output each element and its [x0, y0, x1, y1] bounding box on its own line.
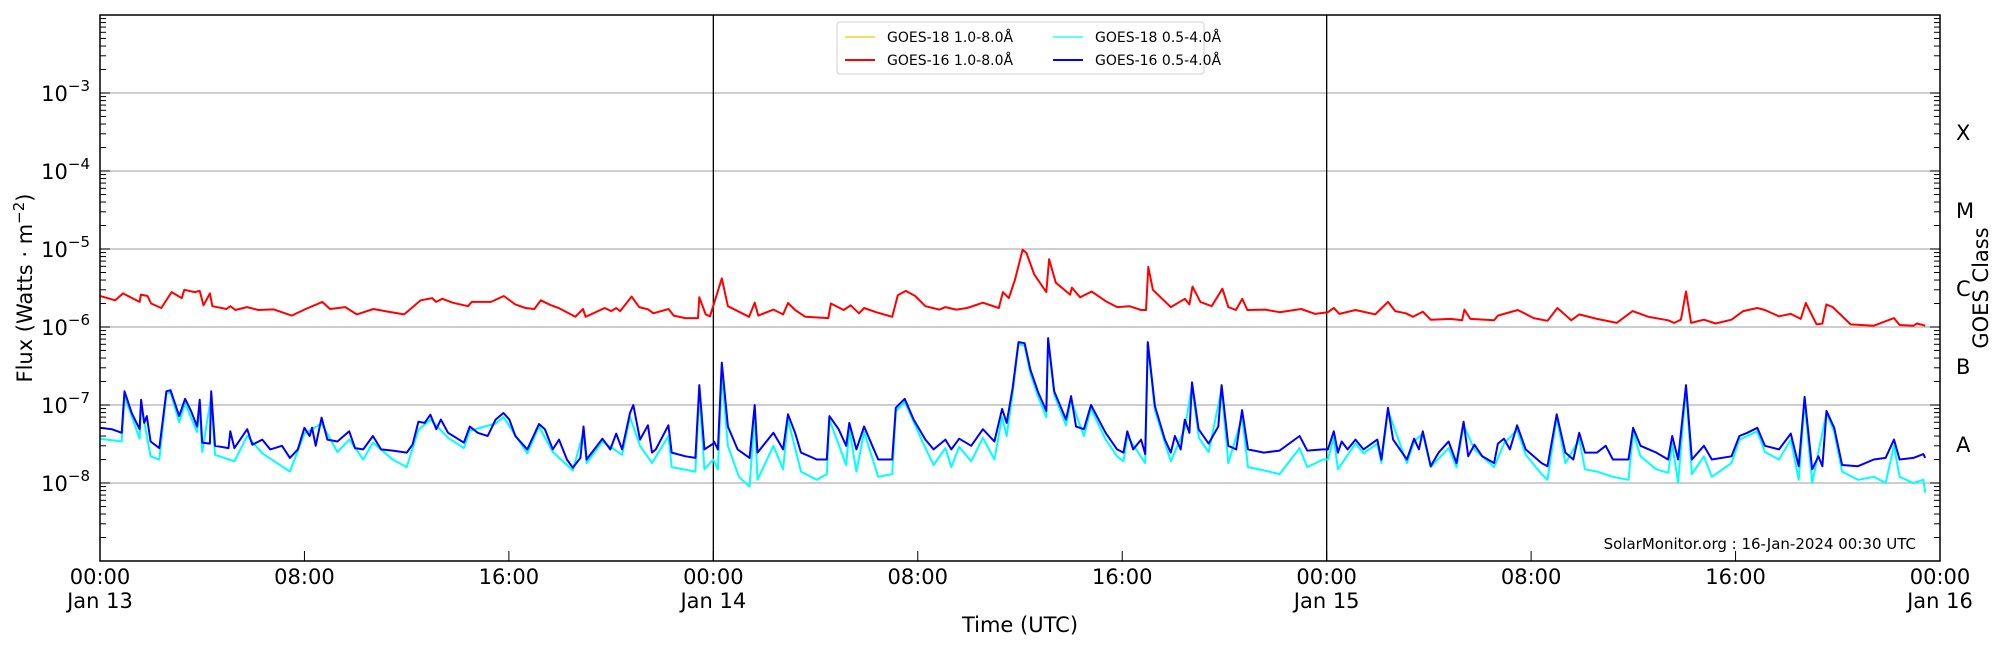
x-tick-time: 00:00 — [1910, 565, 1971, 589]
x-tick-time: 08:00 — [274, 565, 335, 589]
y-axis-label-close: ) — [13, 193, 37, 201]
y-tick-label: 10−3 — [41, 77, 90, 106]
y-tick-label: 10−8 — [41, 467, 90, 496]
x-tick-date: Jan 14 — [678, 589, 746, 613]
x-tick-time: 16:00 — [1092, 565, 1153, 589]
x-tick-time: 08:00 — [888, 565, 949, 589]
x-tick-time: 08:00 — [1501, 565, 1562, 589]
x-tick-date: Jan 15 — [1292, 589, 1360, 613]
y-tick-base: 10 — [41, 238, 68, 262]
y-tick-base: 10 — [41, 82, 68, 106]
legend-box — [836, 21, 1205, 75]
x-tick-time: 00:00 — [70, 565, 131, 589]
y-tick-label: 10−4 — [41, 155, 90, 184]
y-axis-label-exponent: −2 — [10, 202, 28, 224]
x-tick-date: Jan 16 — [1905, 589, 1973, 613]
y-axis-label: Flux (Watts · m−2) — [10, 193, 37, 382]
legend-label: GOES-18 1.0-8.0Å — [887, 29, 1013, 46]
y-tick-exponent: −7 — [68, 389, 90, 407]
goes-class-label: X — [1956, 121, 1970, 145]
series-lines — [99, 248, 1927, 493]
legend: GOES-18 1.0-8.0Å GOES-16 1.0-8.0Å GOES-18 … — [836, 21, 1221, 75]
x-tick-date: Jan 13 — [65, 589, 133, 613]
y-tick-labels: 10−810−710−610−510−410−3 — [41, 77, 90, 496]
legend-label: GOES-16 1.0-8.0Å — [887, 52, 1013, 69]
y-tick-exponent: −5 — [68, 233, 90, 251]
axis-ticks — [99, 14, 1941, 562]
y-tick-label: 10−7 — [41, 389, 90, 418]
y-axis-label-text: Flux (Watts · m — [13, 224, 37, 383]
day-divider-lines — [712, 15, 1328, 561]
x-tick-time: 16:00 — [1705, 565, 1766, 589]
goes-class-label: A — [1956, 433, 1971, 457]
y-tick-label: 10−5 — [41, 233, 90, 262]
x-tick-time: 00:00 — [683, 565, 744, 589]
series-line-3 — [99, 337, 1927, 471]
y-tick-base: 10 — [41, 316, 68, 340]
goes-class-label: C — [1956, 277, 1971, 301]
legend-label: GOES-18 0.5-4.0Å — [1095, 29, 1221, 46]
y-tick-exponent: −3 — [68, 77, 90, 95]
goes-class-label: M — [1956, 199, 1974, 223]
y-tick-base: 10 — [41, 160, 68, 184]
series-line-2 — [99, 339, 1927, 493]
y-tick-exponent: −6 — [68, 311, 90, 329]
right-axis-label: GOES Class — [1969, 227, 1993, 348]
x-tick-time: 00:00 — [1296, 565, 1357, 589]
x-tick-time: 16:00 — [479, 565, 540, 589]
plot-frame — [99, 14, 1941, 562]
y-tick-exponent: −8 — [68, 467, 90, 485]
series-line-1 — [99, 248, 1926, 327]
y-tick-base: 10 — [41, 472, 68, 496]
gridlines — [100, 92, 1940, 484]
source-annotation: SolarMonitor.org : 16-Jan-2024 00:30 UTC — [1604, 535, 1916, 553]
y-tick-exponent: −4 — [68, 155, 90, 173]
y-tick-base: 10 — [41, 394, 68, 418]
y-tick-label: 10−6 — [41, 311, 90, 340]
legend-label: GOES-16 0.5-4.0Å — [1095, 52, 1221, 69]
goes-class-labels: A B C M X — [1956, 121, 1974, 457]
goes-class-label: B — [1956, 355, 1970, 379]
x-axis-label: Time (UTC) — [961, 613, 1078, 637]
